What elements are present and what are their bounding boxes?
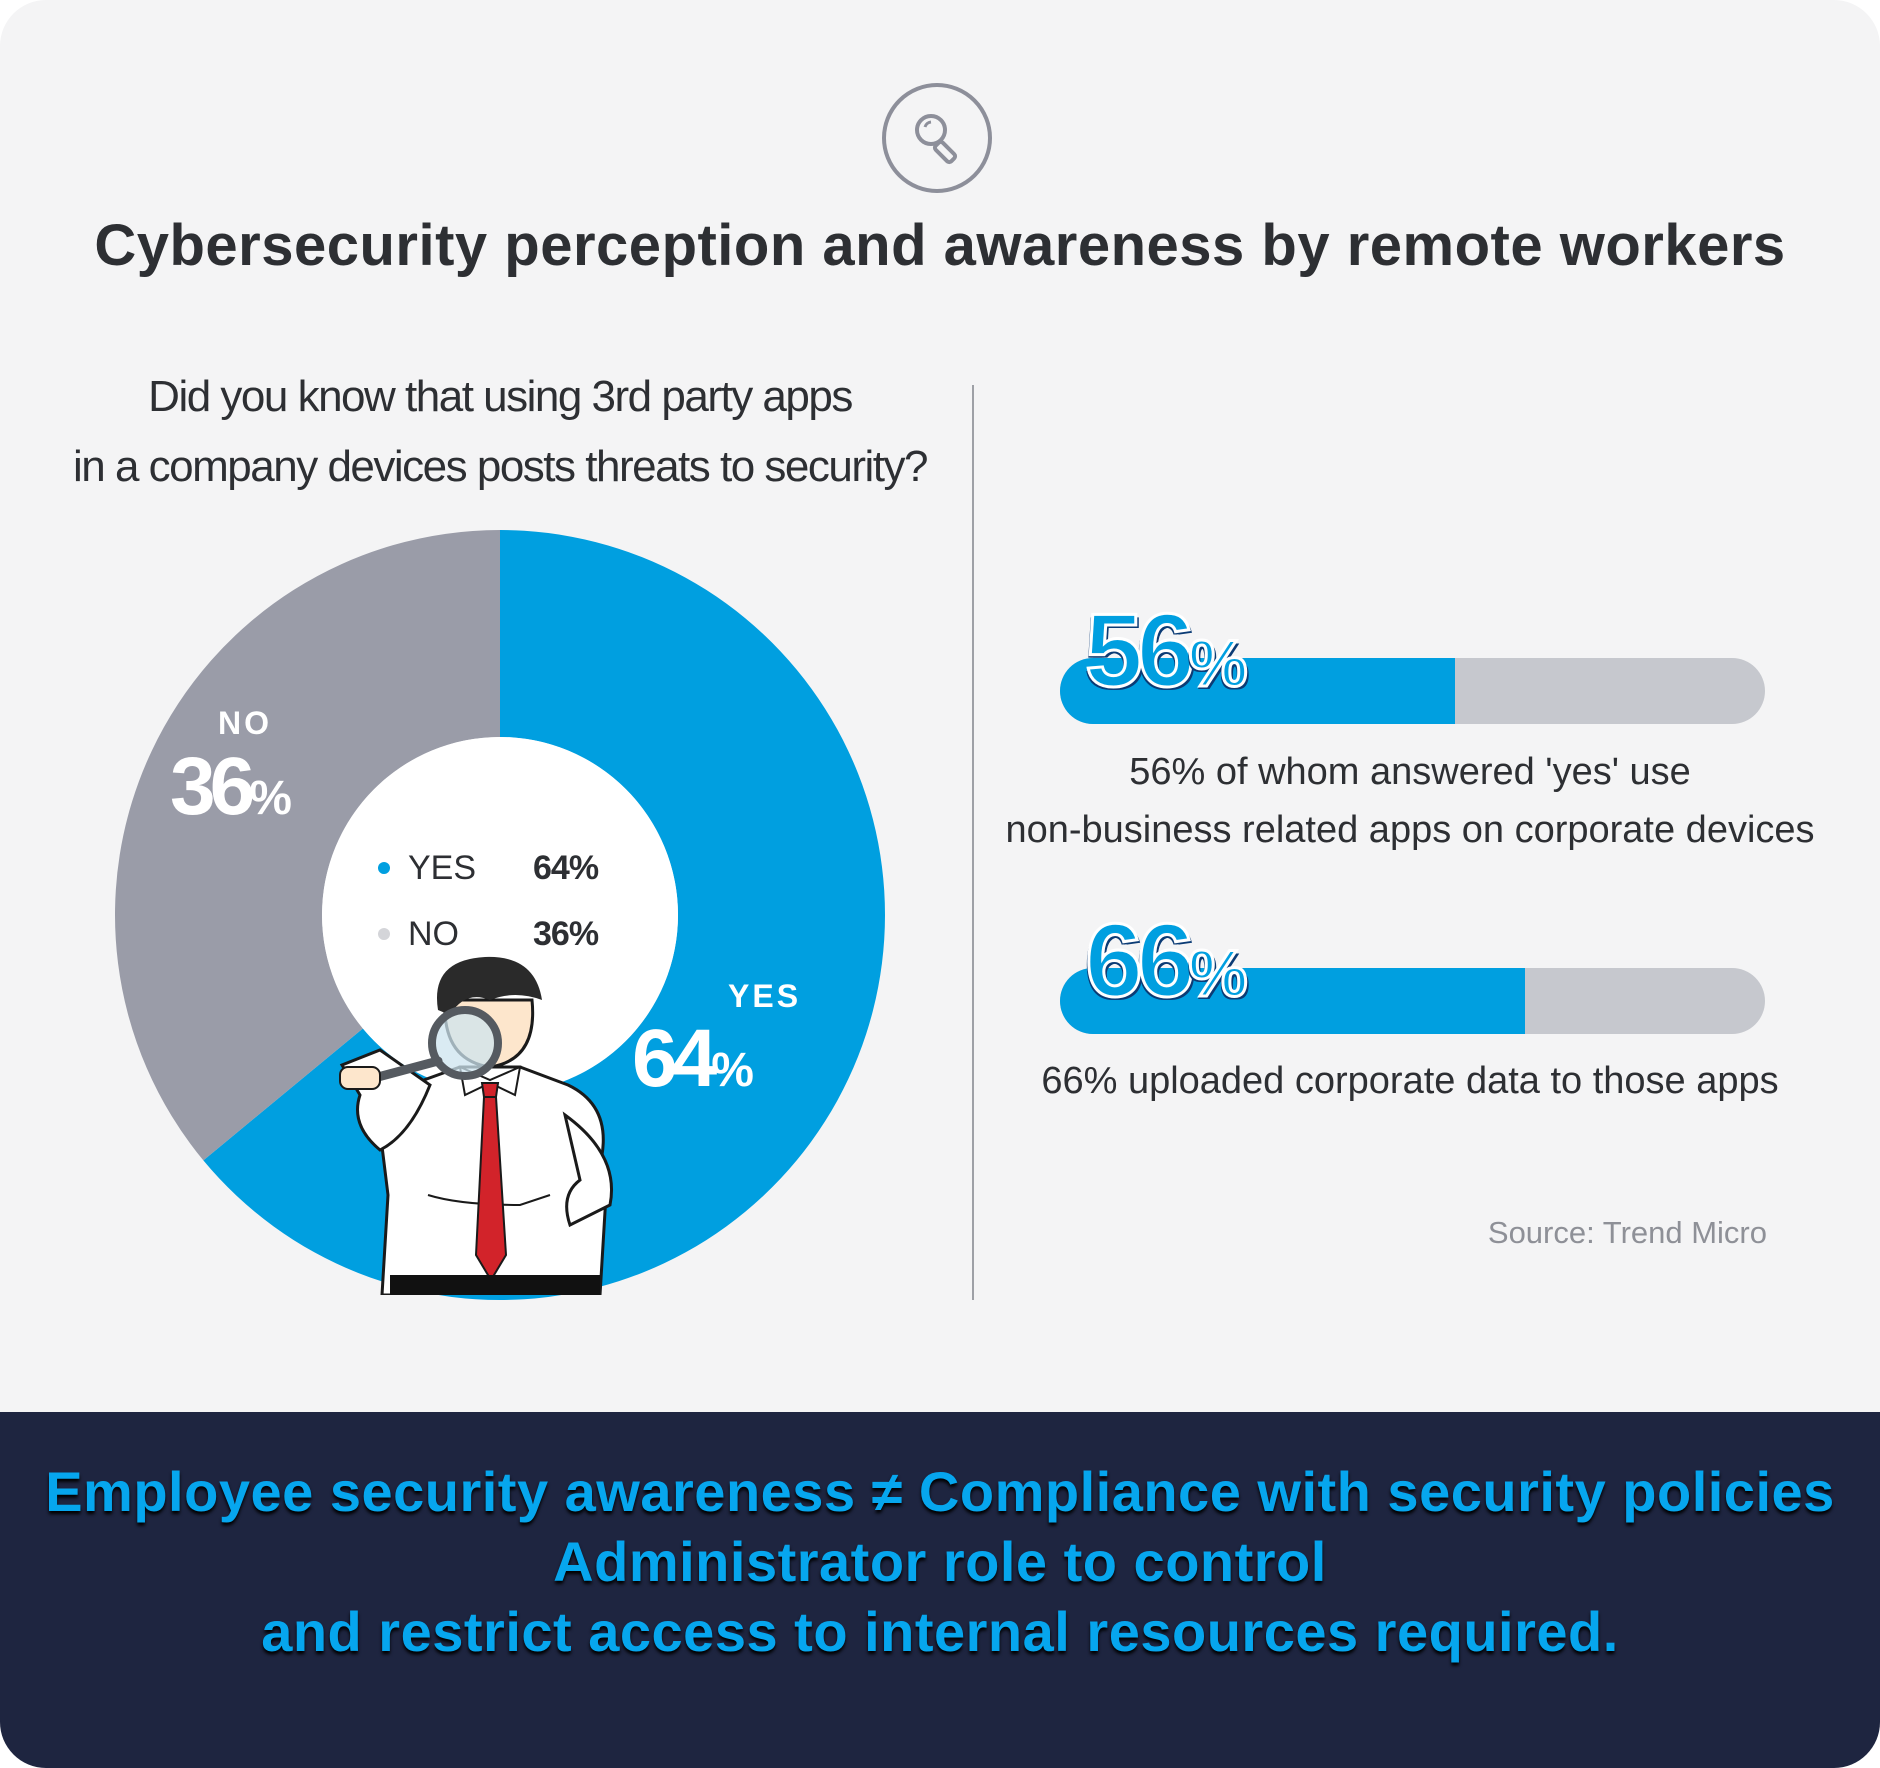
page-title: Cybersecurity perception and awareness b…: [94, 213, 1786, 278]
stat-2-description: 66% uploaded corporate data to those app…: [1041, 1060, 1779, 1102]
stat-1-description: 56% of whom answered 'yes' use non-busin…: [1005, 751, 1815, 851]
stat-bar-fill: [1060, 968, 1526, 1034]
stat-2-percentage: 66%: [1084, 902, 1249, 1021]
legend-item-yes: YES 64%: [378, 835, 638, 901]
legend-label: YES: [408, 848, 477, 887]
legend-item-no: NO 36%: [378, 901, 638, 967]
footer-banner: Employee security awareness ≠ Compliance…: [0, 1412, 1880, 1768]
stat-1-percentage: 56%: [1084, 592, 1249, 711]
slice-label-no-value: 36%: [170, 741, 292, 832]
column-divider: [972, 385, 974, 1300]
chart-legend: YES 64% NO 36%: [378, 835, 638, 967]
legend-dot-no: [378, 928, 390, 940]
slice-label-yes-name: YES: [728, 978, 802, 1014]
source-note: Source: Trend Micro: [1487, 1215, 1767, 1250]
stat-bar-2: [1060, 968, 1765, 1034]
slice-label-no-name: NO: [218, 705, 272, 741]
survey-question: Did you know that using 3rd party apps i…: [73, 372, 928, 491]
donut-slice-no: [114, 530, 500, 1161]
magnifier-icon: [882, 83, 992, 193]
donut-hole: [322, 737, 678, 1093]
man-with-magnifying-glass-illustration: [339, 956, 613, 1295]
legend-label: NO: [408, 914, 459, 953]
legend-value: 64%: [533, 848, 599, 887]
footer-message: Employee security awareness ≠ Compliance…: [45, 1460, 1835, 1663]
slice-label-yes-value: 64%: [632, 1013, 754, 1104]
stat-bar-1: [1060, 658, 1765, 724]
stat-bar-fill: [1060, 658, 1455, 724]
legend-dot-yes: [378, 862, 390, 874]
legend-value: 36%: [533, 914, 599, 953]
